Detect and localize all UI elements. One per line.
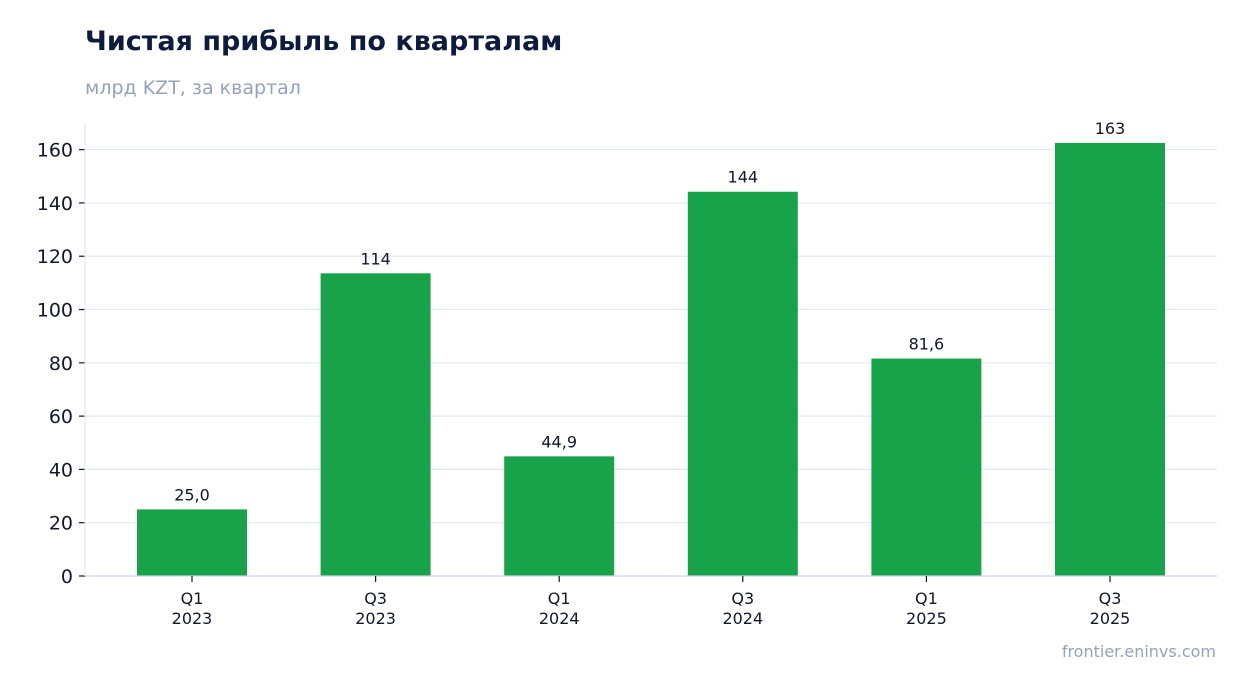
data-label: 114 — [360, 249, 391, 268]
x-tick-label: Q1 — [915, 589, 938, 608]
bar — [1055, 142, 1165, 576]
x-tick-label: Q3 — [731, 589, 754, 608]
x-tick-label: 2023 — [172, 609, 213, 628]
chart-title: Чистая прибыль по кварталам — [85, 26, 563, 57]
bar — [504, 456, 615, 576]
data-label: 44,9 — [541, 432, 577, 451]
x-tick-label: Q3 — [364, 589, 387, 608]
y-tick-label: 60 — [49, 406, 73, 428]
x-tick-label: 2025 — [906, 609, 947, 628]
bar — [687, 191, 798, 577]
bars — [137, 142, 1165, 577]
x-tick-label: Q1 — [181, 589, 204, 608]
data-label: 163 — [1095, 119, 1126, 138]
y-tick-label: 140 — [37, 193, 73, 215]
y-tick-label: 80 — [49, 353, 73, 375]
x-tick-label: 2024 — [539, 609, 580, 628]
axes: 020406080100120140160Q12023Q32023Q12024Q… — [37, 123, 1217, 628]
y-tick-label: 40 — [49, 459, 73, 481]
y-tick-label: 20 — [49, 513, 73, 535]
y-tick-label: 0 — [61, 566, 73, 588]
y-tick-label: 160 — [37, 140, 73, 162]
x-tick-label: 2024 — [722, 609, 763, 628]
grid-lines — [85, 149, 1217, 524]
y-tick-label: 120 — [37, 246, 73, 268]
data-labels: 25,0 114 44,9 144 81,6 163 — [174, 119, 1125, 504]
bar — [320, 273, 431, 576]
x-tick-label: Q3 — [1099, 589, 1122, 608]
bar — [137, 509, 247, 576]
x-tick-label: 2025 — [1090, 609, 1131, 628]
data-label: 25,0 — [174, 485, 210, 504]
chart-subtitle: млрд KZT, за квартал — [85, 77, 301, 99]
x-tick-label: 2023 — [355, 609, 396, 628]
x-tick-label: Q1 — [548, 589, 571, 608]
y-tick-label: 100 — [37, 300, 73, 322]
data-label: 144 — [728, 168, 759, 187]
source-credit: frontier.eninvs.com — [1061, 642, 1216, 661]
data-label: 81,6 — [909, 335, 945, 354]
bar — [871, 358, 982, 576]
